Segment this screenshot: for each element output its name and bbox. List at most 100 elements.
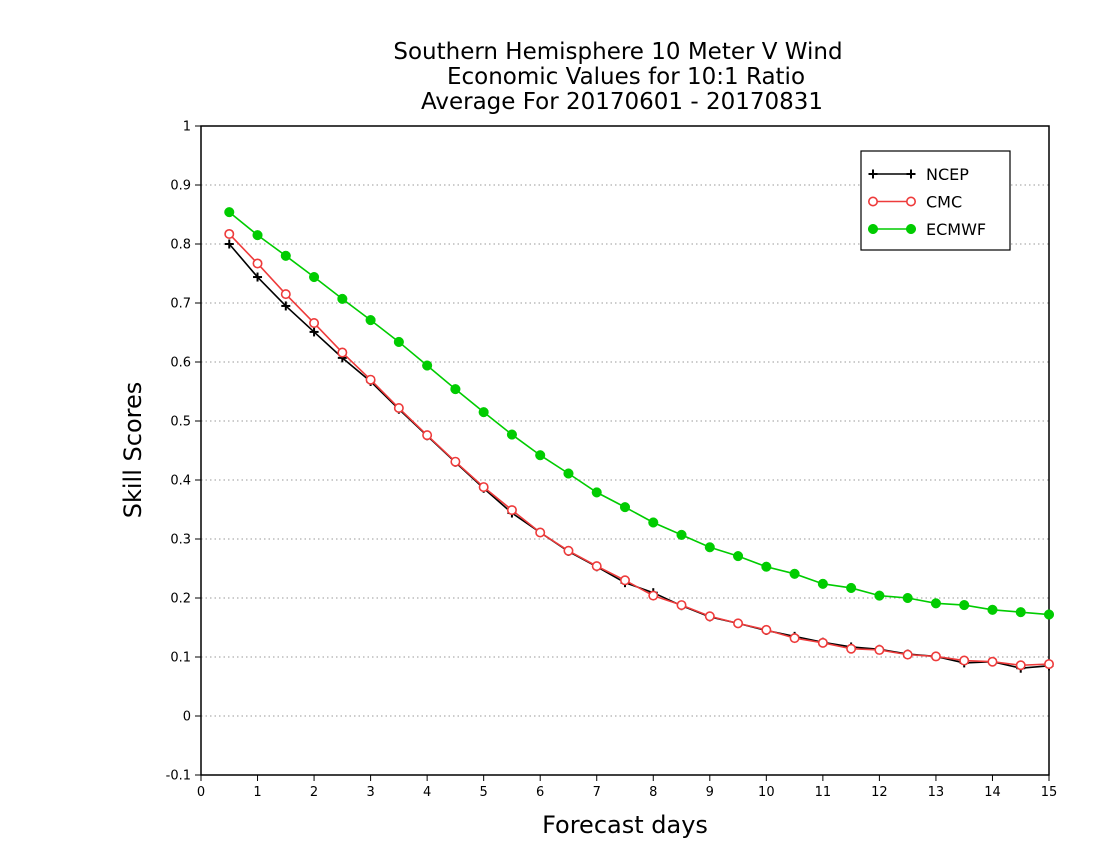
x-tick-label: 4	[423, 785, 431, 800]
series-cmc-point-marker	[393, 403, 404, 414]
series-cmc-point-marker	[619, 575, 630, 586]
x-tick-label: 1	[253, 785, 261, 800]
series-ecmwf-point-marker	[619, 502, 631, 513]
series-ecmwf-point-marker	[506, 429, 517, 440]
legend-ecmwf-marker	[905, 223, 917, 235]
series-layer	[224, 207, 1055, 673]
y-tick-label: 0.7	[170, 297, 191, 312]
legend-ncep-marker	[906, 169, 916, 179]
series-ncep-point-marker	[224, 239, 234, 249]
y-tick-label: 0.1	[170, 651, 191, 666]
y-axis-label: Skill Scores	[119, 382, 147, 519]
series-ncep-point-marker	[253, 272, 263, 282]
legend-cmc-marker	[867, 196, 878, 207]
series-cmc-point-marker	[309, 318, 320, 329]
x-tick-label: 15	[1041, 785, 1058, 800]
series-ecmwf-point-marker	[761, 561, 772, 572]
legend: NCEP CMC ECMWF	[860, 150, 1011, 251]
grid-lines	[201, 184, 1049, 717]
y-tick-label: 1	[183, 120, 191, 135]
series-cmc-point-marker	[789, 633, 800, 644]
series-cmc-point-marker	[733, 618, 744, 629]
series-ecmwf-point-marker	[846, 582, 857, 594]
x-tick-label: 10	[758, 785, 775, 800]
series-cmc-point-marker	[337, 347, 348, 358]
chart-title: Southern Hemisphere 10 Meter V Wind Econ…	[393, 39, 842, 115]
legend-ecmwf-marker	[867, 223, 879, 235]
series-cmc-point-marker	[761, 624, 772, 635]
series-cmc	[224, 228, 1055, 671]
series-ecmwf-point-marker	[1043, 609, 1055, 620]
series-ecmwf-point-marker	[874, 590, 885, 601]
series-cmc-point-marker	[506, 505, 517, 516]
series-ecmwf-point-marker	[252, 230, 263, 241]
series-cmc-point-marker	[591, 561, 602, 572]
legend-box	[860, 150, 1011, 251]
legend-label-ncep: NCEP	[926, 165, 969, 184]
series-cmc-point-marker	[987, 656, 998, 667]
series-cmc-point-marker	[563, 545, 574, 556]
series-ecmwf-point-marker	[309, 271, 320, 283]
legend-ncep-marker	[868, 169, 878, 179]
y-tick-label: 0.4	[170, 474, 191, 489]
series-ecmwf-point-marker	[450, 384, 461, 395]
series-cmc-point-marker	[478, 482, 489, 493]
x-axis: 0 1 2 3 4 5 6 7 8 9 10 11 12 13 14 15	[197, 775, 1057, 800]
y-tick-label: 0.6	[170, 356, 191, 371]
series-ecmwf-point-marker	[365, 315, 376, 326]
legend-label-ecmwf: ECMWF	[926, 220, 986, 239]
series-ecmwf-point-marker	[563, 468, 574, 479]
y-tick-label: 0.2	[170, 592, 191, 607]
legend-label-cmc: CMC	[926, 193, 962, 212]
series-cmc-point-marker	[422, 430, 433, 441]
series-ecmwf-point-marker	[478, 407, 489, 418]
series-ecmwf-point-marker	[817, 578, 828, 589]
series-cmc-point-marker	[817, 637, 828, 648]
x-tick-label: 2	[310, 785, 318, 800]
y-tick-label: -0.1	[166, 769, 191, 784]
series-cmc-point-marker	[450, 456, 461, 467]
series-cmc-point-marker	[648, 590, 659, 601]
series-ecmwf-point-marker	[704, 542, 715, 553]
series-ecmwf-point-marker	[959, 600, 970, 611]
series-ecmwf-point-marker	[902, 592, 913, 604]
x-tick-label: 5	[480, 785, 488, 800]
y-tick-label: 0.8	[170, 238, 191, 253]
series-cmc-point-marker	[902, 649, 913, 660]
x-tick-label: 9	[706, 785, 714, 800]
series-cmc-point-marker	[1044, 659, 1055, 670]
series-cmc-point-marker	[874, 644, 885, 655]
legend-item-ecmwf: ECMWF	[867, 220, 986, 239]
series-ncep-line	[228, 243, 1050, 670]
series-ecmwf-line	[228, 211, 1050, 616]
series-cmc-point-marker	[280, 289, 291, 300]
series-cmc-point-marker	[846, 643, 857, 654]
y-tick-label: 0	[183, 710, 191, 725]
x-tick-label: 6	[536, 785, 544, 800]
series-ecmwf-point-marker	[930, 598, 941, 609]
series-ecmwf-point-marker	[224, 207, 235, 218]
series-ecmwf-point-marker	[280, 250, 291, 261]
x-tick-label: 7	[593, 785, 601, 800]
title-line-3: Average For 20170601 - 20170831	[421, 89, 823, 115]
series-ecmwf	[224, 207, 1055, 620]
x-tick-label: 8	[649, 785, 657, 800]
series-ecmwf-point-marker	[676, 529, 687, 540]
series-cmc-point-marker	[1015, 660, 1026, 671]
series-cmc-point-marker	[704, 611, 715, 622]
legend-cmc-marker	[905, 196, 916, 207]
series-cmc-point-marker	[535, 527, 546, 538]
x-tick-label: 11	[815, 785, 832, 800]
y-tick-label: 0.3	[170, 533, 191, 548]
y-axis: -0.1 0 0.1 0.2 0.3 0.4 0.5 0.6 0.7 0.8 0.9 1	[166, 120, 201, 784]
series-ecmwf-point-marker	[422, 360, 433, 371]
series-cmc-point-marker	[676, 600, 687, 611]
title-line-2: Economic Values for 10:1 Ratio	[447, 64, 805, 90]
series-ecmwf-point-marker	[789, 568, 800, 579]
series-ecmwf-point-marker	[393, 336, 404, 347]
y-tick-label: 0.9	[170, 179, 191, 194]
legend-item-ncep: NCEP	[868, 165, 969, 184]
legend-items: NCEP CMC ECMWF	[867, 165, 986, 239]
x-tick-label: 14	[984, 785, 1001, 800]
